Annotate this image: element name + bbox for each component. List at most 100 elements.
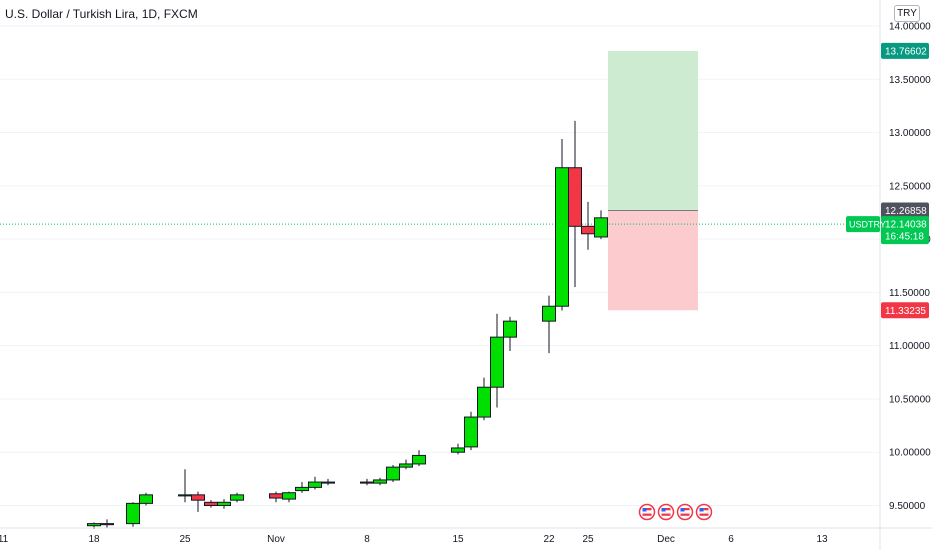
flag-stripe [680, 510, 690, 514]
candle-body [100, 523, 114, 526]
candle-body [269, 493, 283, 499]
x-tick-label: 15 [452, 534, 464, 545]
symbol-tag-label: USDTRY [849, 220, 886, 230]
candle-body [555, 167, 569, 307]
candle [490, 313, 504, 408]
y-tick-label: 10.00000 [889, 448, 931, 459]
candle [230, 492, 244, 503]
target-zone[interactable] [608, 50, 698, 211]
y-tick-label: 12.50000 [889, 181, 931, 192]
y-tick-label: 10.50000 [889, 394, 931, 405]
candles [87, 120, 608, 529]
candle [373, 477, 387, 486]
candle-body [282, 492, 296, 500]
target-tag-background [881, 42, 929, 59]
candle-body [126, 502, 140, 525]
flag-icon[interactable] [657, 503, 675, 521]
x-tick-label: Nov [267, 534, 285, 545]
candle-body [191, 494, 205, 501]
flag-stripe [699, 510, 709, 514]
candle-body [594, 217, 608, 238]
candle-body [581, 225, 595, 235]
candle-body [139, 494, 153, 504]
candle-body [451, 447, 465, 453]
flag-stripe [661, 510, 671, 514]
candle [542, 295, 556, 354]
candle [464, 411, 478, 451]
y-tick-label: 13.50000 [889, 75, 931, 86]
flag-icon[interactable] [676, 503, 694, 521]
candle-body [230, 494, 244, 501]
candle-body [503, 320, 517, 338]
y-tick-label: 11.00000 [889, 341, 930, 352]
y-tick-label: 14.00000 [889, 22, 931, 33]
x-tick-label: 22 [543, 534, 555, 545]
flag-canton [661, 508, 666, 512]
flag-stripe [699, 508, 709, 511]
candle [308, 476, 322, 490]
stop-zone[interactable] [608, 210, 698, 311]
candle [386, 465, 400, 483]
candle [594, 210, 608, 240]
target-tag-label: 13.76602 [885, 46, 927, 57]
candle-body [373, 479, 387, 484]
economic-events[interactable] [638, 503, 713, 521]
candle-body [360, 481, 374, 484]
y-axis[interactable]: 9.50000 10.00000 10.50000 11.00000 11.50000 1… [889, 22, 931, 513]
entry-price-tag: 12.26858 [881, 202, 929, 219]
stop-price-tag: 11.33235 [881, 302, 929, 319]
x-tick-label: 18 [88, 534, 100, 545]
stop-tag-background [881, 302, 929, 319]
candle [282, 491, 296, 503]
x-tick-label: 6 [728, 534, 734, 545]
candle-body [217, 501, 231, 507]
flag-icon[interactable] [638, 503, 656, 521]
x-axis[interactable]: 11 18 25 Nov 8 15 22 25 Dec 6 13 [0, 534, 828, 545]
flag-stripe [680, 513, 690, 516]
candle [412, 450, 426, 467]
y-tick-label: 13.00000 [889, 128, 931, 139]
target-price-tag: 13.76602 [881, 42, 929, 59]
currency-selector-button[interactable]: TRY [894, 5, 920, 22]
candle [178, 469, 192, 503]
candle-body [204, 501, 218, 507]
chart-grid [0, 25, 880, 506]
candle [126, 502, 140, 527]
stop-tag-label: 11.33235 [885, 306, 926, 317]
x-tick-label: 11 [0, 534, 9, 545]
candle-body [386, 466, 400, 481]
x-tick-label: 25 [582, 534, 594, 545]
candle [568, 120, 582, 288]
flag-stripe [699, 513, 709, 516]
current-tag-background [881, 216, 929, 245]
candle [321, 478, 335, 486]
current-tag-label: 12.14038 [885, 220, 927, 231]
entry-tag-background [881, 202, 929, 219]
flag-canton [680, 508, 685, 512]
flag-canton [642, 508, 647, 512]
candle [503, 316, 517, 351]
symbol-price-tag: USDTRY [846, 216, 886, 233]
candle-body [542, 305, 556, 322]
x-tick-label: 25 [179, 534, 191, 545]
candle [399, 459, 413, 470]
symbol-tag-background [846, 216, 880, 233]
candle [204, 500, 218, 508]
candle [555, 138, 569, 311]
x-tick-label: 13 [816, 534, 828, 545]
entry-tag-label: 12.26858 [885, 206, 927, 217]
candle [100, 519, 114, 528]
candle-body [568, 167, 582, 227]
candle-body [308, 481, 322, 488]
x-tick-label: 8 [364, 534, 370, 545]
candle [581, 201, 595, 250]
flag-canton [699, 508, 704, 512]
candle [191, 491, 205, 512]
flag-stripe [642, 510, 652, 514]
candle [360, 478, 374, 486]
flag-stripe [642, 513, 652, 516]
flag-icon[interactable] [695, 503, 713, 521]
candle-body [477, 386, 491, 418]
candle [217, 499, 231, 509]
